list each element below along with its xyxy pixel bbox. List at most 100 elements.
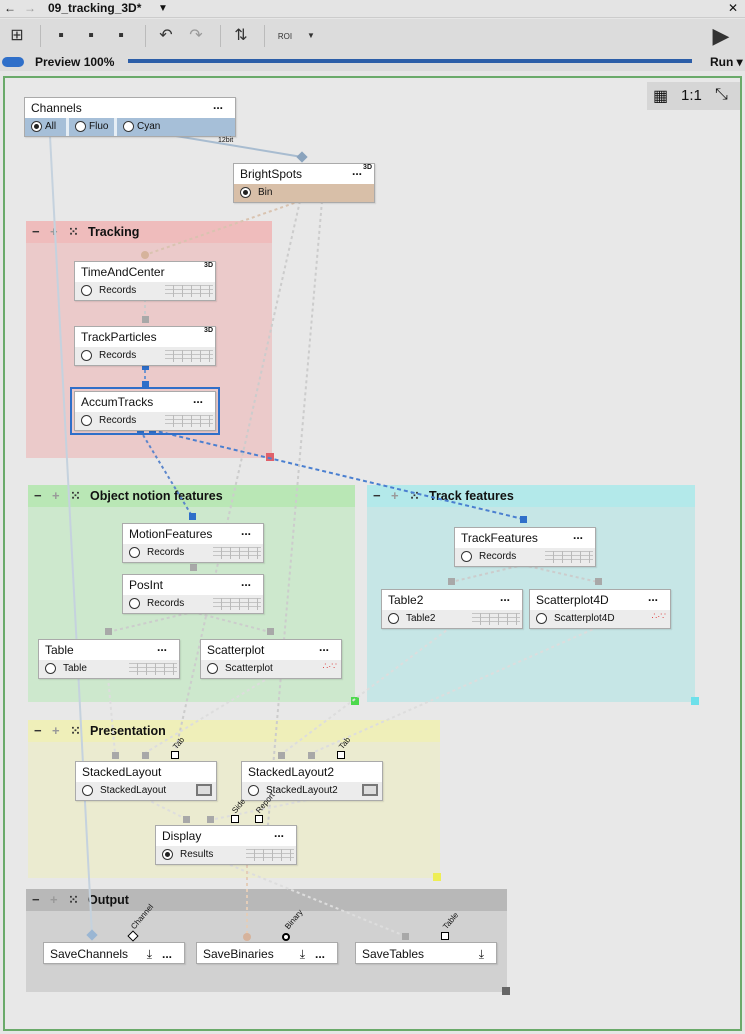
canvas-controls: ▦ 1:1 ⤡ [647, 82, 740, 110]
node-menu-button[interactable]: ... [351, 164, 362, 178]
run-warning-icon[interactable]: ▶ [712, 23, 730, 48]
close-button[interactable]: ✕ [728, 1, 739, 15]
roi-dropdown-icon[interactable]: ▼ [307, 31, 315, 40]
collapse-icon[interactable]: − [373, 488, 381, 503]
expand-icon[interactable]: + [50, 224, 58, 239]
fit-icon[interactable]: ⁙ [68, 892, 79, 907]
input-port-binary[interactable] [282, 933, 290, 941]
fit-view-icon[interactable]: ⤡ [715, 86, 728, 103]
node-stackedlayout2[interactable]: StackedLayout2 StackedLayout2 [241, 761, 383, 801]
output-fluo[interactable]: Fluo [69, 118, 117, 136]
node-savebinaries[interactable]: SaveBinaries ⤓... [196, 942, 338, 964]
preview-progress-bar [128, 59, 692, 63]
save-as-icon[interactable]: ▪ [88, 27, 94, 44]
node-table2[interactable]: Table2... Table2 [381, 589, 523, 629]
node-menu-button[interactable]: ... [161, 947, 172, 961]
output-all[interactable]: All [25, 118, 69, 136]
group-title: Object notion features [90, 489, 223, 503]
save-icon[interactable]: ▪ [58, 27, 64, 44]
title-dropdown-icon[interactable]: ▼ [158, 3, 168, 14]
output-bin[interactable]: Bin [258, 187, 273, 198]
export-import-icon[interactable]: ⇅ [234, 27, 248, 44]
expand-icon[interactable]: + [52, 723, 60, 738]
node-display[interactable]: Display... Results [155, 825, 297, 865]
calendar-icon[interactable]: ▦ [653, 88, 669, 105]
scatter-icon: ∴·∵ [651, 611, 666, 621]
collapse-icon[interactable]: − [34, 723, 42, 738]
fit-icon[interactable]: ⁙ [70, 723, 81, 738]
edge [151, 429, 524, 520]
node-menu-button[interactable]: ... [192, 392, 203, 406]
collapse-icon[interactable]: − [34, 488, 42, 503]
run-button[interactable]: Run ▾ [710, 55, 743, 69]
node-menu-button[interactable]: ... [499, 590, 510, 604]
toolbar: ⊞ ▪ ▪ ▪ ↶ ↷ ⇅ ROI ▼ ▶ [0, 19, 745, 53]
expand-icon[interactable]: + [52, 488, 60, 503]
node-stackedlayout[interactable]: StackedLayout StackedLayout [75, 761, 217, 801]
preview-toggle[interactable] [2, 57, 24, 67]
node-savechannels[interactable]: SaveChannels ⤓... [43, 942, 185, 964]
input-port-tab[interactable] [337, 751, 345, 759]
roi-button[interactable]: ROI [274, 25, 296, 47]
download-icon[interactable]: ⤓ [299, 947, 305, 961]
node-savetables[interactable]: SaveTables ⤓ [355, 942, 497, 964]
resize-handle[interactable] [433, 873, 441, 881]
resize-handle[interactable] [351, 697, 359, 705]
node-menu-button[interactable]: ... [240, 575, 251, 589]
node-menu-button[interactable]: ... [240, 524, 251, 538]
node-table[interactable]: Table... Table [38, 639, 180, 679]
node-brightspots[interactable]: BrightSpots... 3D Bin [233, 163, 375, 203]
node-menu-button[interactable]: ... [156, 640, 167, 654]
node-menu-button[interactable]: ... [572, 528, 583, 542]
output-cyan[interactable]: Cyan [117, 118, 235, 136]
fit-icon[interactable]: ⁙ [409, 488, 420, 503]
roi-label: ROI [277, 32, 293, 41]
download-icon[interactable]: ⤓ [478, 947, 484, 961]
node-channels[interactable]: Channels... All Fluo Cyan [24, 97, 236, 137]
preview-label: Preview 100% [35, 55, 115, 69]
edge [144, 200, 301, 256]
node-menu-button[interactable]: ... [273, 826, 284, 840]
node-menu-button[interactable]: ... [647, 590, 658, 604]
node-menu-button[interactable]: ... [212, 98, 223, 112]
node-menu-button[interactable]: ... [318, 640, 329, 654]
group-output: − + ⁙ Output [26, 889, 507, 992]
undo-icon[interactable]: ↶ [159, 27, 173, 44]
expand-icon[interactable]: + [50, 892, 58, 907]
node-trackfeatures[interactable]: TrackFeatures... Records [454, 527, 596, 567]
node-menu-button[interactable]: ... [314, 947, 325, 961]
node-scatterplot4d[interactable]: Scatterplot4D... Scatterplot4D ∴·∵ [529, 589, 671, 629]
fit-icon[interactable]: ⁙ [68, 224, 79, 239]
edge [139, 429, 193, 517]
layout-icon [362, 784, 378, 796]
download-icon[interactable]: ⤓ [146, 947, 152, 961]
scatter-icon: ∴·∵ [322, 661, 337, 671]
resize-handle[interactable] [691, 697, 699, 705]
input-port-tab[interactable] [171, 751, 179, 759]
resize-handle[interactable] [266, 453, 274, 461]
new-node-icon[interactable]: ⊞ [10, 27, 24, 44]
expand-icon[interactable]: + [391, 488, 399, 503]
collapse-icon[interactable]: − [32, 892, 40, 907]
input-port-report[interactable] [255, 815, 263, 823]
node-motionfeatures[interactable]: MotionFeatures... Records [122, 523, 264, 563]
collapse-icon[interactable]: − [32, 224, 40, 239]
node-posint[interactable]: PosInt... Records [122, 574, 264, 614]
input-port-side[interactable] [231, 815, 239, 823]
save-revert-icon[interactable]: ▪ [118, 27, 124, 44]
edge [267, 200, 323, 826]
zoom-1-1-button[interactable]: 1:1 [681, 87, 702, 104]
resize-handle[interactable] [502, 987, 510, 995]
input-port-table[interactable] [441, 932, 449, 940]
edge [49, 135, 93, 936]
redo-icon[interactable]: ↷ [189, 27, 203, 44]
group-title: Tracking [88, 225, 140, 239]
node-scatterplot[interactable]: Scatterplot... Scatterplot ∴·∵ [200, 639, 342, 679]
node-timeandcenter[interactable]: TimeAndCenter 3D Records [74, 261, 216, 301]
fit-icon[interactable]: ⁙ [70, 488, 81, 503]
node-trackparticles[interactable]: TrackParticles 3D Records [74, 326, 216, 366]
back-button[interactable]: ← [4, 1, 16, 15]
forward-button[interactable]: → [24, 1, 36, 15]
node-accumtracks[interactable]: AccumTracks... Records [70, 387, 220, 435]
